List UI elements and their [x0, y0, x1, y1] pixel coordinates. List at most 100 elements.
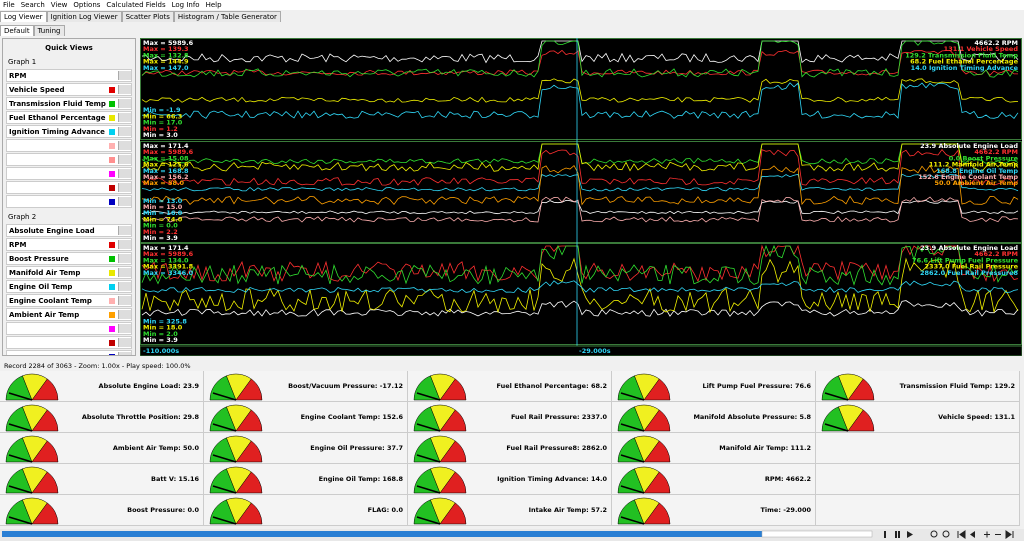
color-swatch[interactable]: [109, 283, 115, 290]
zone-red: [847, 378, 875, 401]
quick-view-row[interactable]: Transmission Fluid Temp: [6, 97, 132, 110]
plus[interactable]: [984, 531, 990, 538]
zone-red: [439, 471, 467, 494]
color-swatch[interactable]: [109, 142, 115, 149]
quick-view-row[interactable]: [6, 181, 132, 194]
trace: [141, 280, 1019, 293]
color-swatch[interactable]: [109, 86, 115, 93]
color-swatch[interactable]: [109, 339, 115, 346]
item-button[interactable]: [118, 296, 131, 305]
gauge-dial: [617, 404, 671, 432]
color-swatch[interactable]: [109, 311, 115, 318]
menu-item[interactable]: View: [50, 1, 68, 9]
group-title: Graph 1: [8, 58, 37, 66]
menu-item[interactable]: Help: [205, 1, 222, 9]
stop[interactable]: [884, 531, 886, 538]
menu-item[interactable]: File: [3, 1, 15, 9]
quick-view-row[interactable]: Vehicle Speed: [6, 83, 132, 96]
color-swatch[interactable]: [109, 184, 115, 191]
zone-red: [643, 471, 671, 494]
color-swatch[interactable]: [109, 353, 115, 355]
first[interactable]: [957, 530, 966, 539]
item-button[interactable]: [118, 85, 131, 94]
menu-item[interactable]: Log Info: [171, 1, 200, 9]
last[interactable]: [1005, 530, 1014, 539]
color-swatch[interactable]: [109, 100, 115, 107]
item-button[interactable]: [118, 352, 131, 355]
item-button[interactable]: [118, 240, 131, 249]
item-button[interactable]: [118, 226, 131, 235]
item-button[interactable]: [118, 183, 131, 192]
quick-view-row[interactable]: Absolute Engine Load: [6, 224, 132, 237]
item-button[interactable]: [118, 282, 131, 291]
color-swatch[interactable]: [109, 128, 115, 135]
min-label: Min = 1.2: [143, 125, 178, 133]
playback-controls[interactable]: [884, 530, 1014, 539]
color-swatch[interactable]: [109, 198, 115, 205]
tab[interactable]: Histogram / Table Generator: [173, 11, 281, 22]
item-button[interactable]: [118, 127, 131, 136]
item-button[interactable]: [118, 141, 131, 150]
progress: [2, 531, 762, 537]
item-button[interactable]: [118, 254, 131, 263]
color-swatch[interactable]: [109, 269, 115, 276]
back[interactable]: [970, 531, 975, 538]
quick-view-row[interactable]: [6, 139, 132, 152]
color-swatch[interactable]: [109, 255, 115, 262]
item-button[interactable]: [118, 324, 131, 333]
quick-view-row[interactable]: Engine Oil Temp: [6, 280, 132, 293]
subtab[interactable]: Default: [0, 25, 34, 36]
item-button[interactable]: [118, 338, 131, 347]
tab[interactable]: Log Viewer: [0, 11, 47, 22]
item-button[interactable]: [118, 310, 131, 319]
quick-view-row[interactable]: Ambient Air Temp: [6, 308, 132, 321]
gauge-text: Manifold Absolute Pressure: 5.8: [693, 413, 811, 421]
color-swatch[interactable]: [109, 241, 115, 248]
item-button[interactable]: [118, 71, 131, 80]
legend-entry: 2862.0 Fuel Rail Pressure8: [920, 269, 1018, 277]
trace: [141, 40, 1019, 64]
play[interactable]: [907, 531, 913, 538]
tab[interactable]: Ignition Log Viewer: [46, 11, 122, 22]
quick-view-row[interactable]: Fuel Ethanol Percentage: [6, 111, 132, 124]
quick-view-row[interactable]: RPM: [6, 238, 132, 251]
item-button[interactable]: [118, 113, 131, 122]
color-swatch[interactable]: [109, 114, 115, 121]
quick-view-row[interactable]: [6, 195, 132, 208]
pause[interactable]: [895, 531, 897, 538]
zoom-out[interactable]: [942, 530, 950, 538]
gauge: Manifold Air Temp: 111.2: [612, 433, 816, 464]
item-button[interactable]: [118, 197, 131, 206]
quick-view-row[interactable]: RPM: [6, 69, 132, 82]
quick-view-row[interactable]: Manifold Air Temp: [6, 266, 132, 279]
menu-item[interactable]: Calculated Fields: [106, 1, 166, 9]
gauge-text: Boost/Vacuum Pressure: -17.12: [288, 382, 403, 390]
color-swatch[interactable]: [109, 227, 115, 234]
quick-view-row[interactable]: [6, 153, 132, 166]
item-button[interactable]: [118, 169, 131, 178]
menu-item[interactable]: Options: [73, 1, 101, 9]
item-button[interactable]: [118, 268, 131, 277]
color-swatch[interactable]: [109, 170, 115, 177]
subtab[interactable]: Tuning: [33, 25, 65, 36]
item-label: Ambient Air Temp: [9, 310, 80, 319]
item-button[interactable]: [118, 155, 131, 164]
menu-item[interactable]: Search: [20, 1, 45, 9]
color-swatch[interactable]: [109, 156, 115, 163]
quick-view-row[interactable]: [6, 167, 132, 180]
zoom-in[interactable]: [930, 530, 938, 538]
quick-view-row[interactable]: Engine Coolant Temp: [6, 294, 132, 307]
gauge-empty: [816, 433, 1020, 464]
zone-red: [31, 440, 59, 463]
color-swatch[interactable]: [109, 72, 115, 79]
quick-view-row[interactable]: Boost Pressure: [6, 252, 132, 265]
color-swatch[interactable]: [109, 297, 115, 304]
tab[interactable]: Scatter Plots: [121, 11, 174, 22]
quick-view-row[interactable]: [6, 336, 132, 349]
pause[interactable]: [898, 531, 900, 538]
quick-view-row[interactable]: [6, 322, 132, 335]
quick-view-row[interactable]: [6, 350, 132, 355]
quick-view-row[interactable]: Ignition Timing Advance: [6, 125, 132, 138]
color-swatch[interactable]: [109, 325, 115, 332]
item-button[interactable]: [118, 99, 131, 108]
